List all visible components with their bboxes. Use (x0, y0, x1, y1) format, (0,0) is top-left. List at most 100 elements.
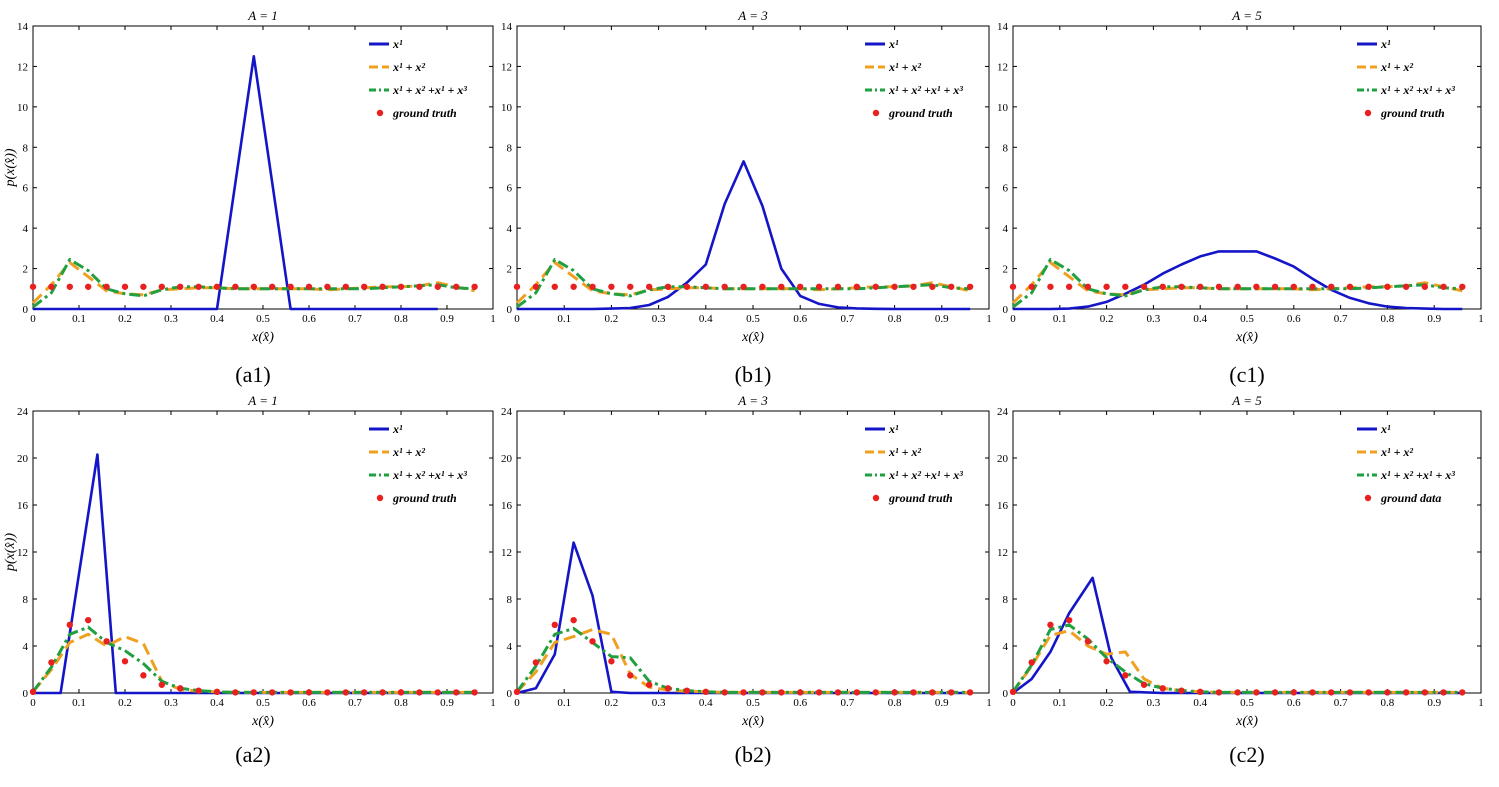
ground-truth-point (778, 283, 785, 290)
ground-truth-point (195, 283, 202, 290)
series-line-2 (31, 261, 475, 304)
series-line-3 (1011, 623, 1463, 694)
ground-truth-point (664, 685, 672, 692)
ground-truth-point (287, 283, 294, 290)
legend-marker (376, 494, 384, 502)
x-tick-label: 0.7 (841, 313, 855, 325)
x-tick-label: 0.4 (210, 697, 224, 709)
ground-truth-point (177, 283, 184, 290)
x-tick-label: 0.3 (652, 313, 666, 325)
ground-truth-point (1009, 283, 1017, 290)
x-tick-label: 0.1 (72, 313, 86, 325)
x-tick-label: 0.2 (1100, 313, 1114, 325)
x-tick-label: 0.9 (440, 697, 454, 709)
ground-truth-point (702, 688, 709, 696)
legend-label: x¹ + x² (1380, 60, 1413, 74)
x-tick-label: 0.7 (348, 313, 362, 325)
x-tick-label: 1 (1478, 313, 1484, 325)
ground-truth-point (966, 283, 974, 290)
legend-label: x¹ + x² +x¹ + x³ (392, 468, 467, 482)
y-tick-label: 24 (501, 406, 513, 418)
ground-truth-point (66, 283, 74, 290)
ground-truth-point (48, 659, 55, 666)
ground-truth-point (232, 689, 239, 696)
legend-label: x¹ + x² (888, 445, 921, 459)
legend-label: ground truth (888, 491, 953, 505)
y-tick-label: 12 (997, 61, 1008, 73)
x-tick-label: 0.5 (746, 697, 760, 709)
legend-label: x¹ + x² (1380, 445, 1413, 459)
ground-truth-point (1065, 616, 1073, 624)
ground-truth-point (1047, 621, 1054, 629)
ground-truth-point (1122, 283, 1129, 290)
ground-truth-point (1402, 283, 1410, 290)
ground-truth-point (815, 689, 823, 696)
legend-label: x¹ + x² +x¹ + x³ (392, 83, 467, 97)
x-tick-label: 0.9 (440, 313, 454, 325)
y-tick-label: 20 (501, 453, 513, 465)
x-axis-label: x(x̂) (1235, 330, 1258, 345)
x-tick-label: 0 (30, 697, 36, 709)
x-tick-label: 0.3 (164, 313, 178, 325)
ground-truth-point (158, 681, 165, 688)
ground-truth-point (103, 283, 110, 290)
legend-label: x¹ (888, 37, 899, 51)
x-tick-label: 0.2 (118, 313, 132, 325)
ground-truth-point (232, 283, 239, 290)
ground-truth-point (664, 283, 672, 290)
ground-truth-point (1290, 283, 1298, 290)
series-line-1 (33, 54, 438, 311)
legend-label: ground truth (888, 106, 953, 120)
legend: x¹ x¹ + x² x¹ + x² +x¹ + x³ ground truth (865, 37, 963, 120)
chart-panel-3: 0 0.1 0.2 0.3 0.4 0.5 0.6 0.7 0.8 0.9 102468101214… (997, 8, 1484, 387)
ground-truth-point (140, 283, 147, 290)
series-line-1 (1012, 576, 1463, 695)
y-tick-label: 14 (501, 21, 513, 33)
legend-label: ground truth (392, 491, 457, 505)
x-tick-label: 0 (30, 313, 36, 325)
x-tick-label: 0.8 (394, 697, 408, 709)
ground-truth-point (195, 687, 202, 694)
ground-truth-point (269, 283, 276, 290)
ground-truth-point (471, 689, 478, 696)
ground-truth-point (683, 283, 691, 290)
ground-truth-point (453, 689, 460, 696)
ground-truth-point (121, 283, 129, 290)
legend-label: x¹ (1380, 37, 1391, 51)
ground-truth-point (85, 283, 92, 290)
ground-truth-point (532, 659, 540, 666)
x-tick-label: 1 (1478, 697, 1484, 709)
ground-truth-point (589, 638, 596, 645)
ground-truth-point (361, 689, 368, 696)
x-tick-label: 0.2 (605, 697, 619, 709)
chart-panel-5: 0 0.1 0.2 0.3 0.4 0.5 0.6 0.7 0.8 0.9 1 0 4 8 12 16 20 24… (501, 393, 992, 767)
y-tick-label: 8 (1003, 594, 1009, 606)
ground-truth-point (1328, 689, 1335, 696)
legend-label: x¹ (888, 422, 899, 436)
legend-marker (376, 109, 384, 117)
y-tick-label: 0 (23, 304, 29, 316)
ground-truth-point (834, 689, 842, 696)
y-tick-label: 20 (17, 453, 29, 465)
series-line-3 (31, 625, 475, 694)
y-tick-label: 24 (17, 406, 29, 418)
x-tick-label: 0.3 (1147, 313, 1161, 325)
ground-truth-point (570, 616, 577, 624)
y-tick-label: 12 (501, 547, 512, 559)
ground-truth-point (1065, 283, 1073, 290)
x-tick-label: 0.7 (1334, 313, 1348, 325)
ground-truth-point (1103, 283, 1110, 290)
x-tick-label: 0.8 (1381, 313, 1395, 325)
ground-truth-point (1140, 681, 1148, 688)
legend-label: x¹ + x² +x¹ + x³ (1380, 83, 1455, 97)
ground-truth-point (608, 283, 615, 290)
ground-truth-point (1159, 283, 1166, 290)
y-tick-label: 4 (507, 641, 513, 653)
ground-truth-point (627, 672, 634, 679)
x-axis-label: x(x̂) (251, 330, 274, 345)
ground-truth-point (645, 283, 653, 290)
ground-truth-point (434, 283, 441, 290)
x-tick-label: 0 (1010, 313, 1016, 325)
y-tick-label: 0 (1003, 304, 1009, 316)
chart-title: A = 1 (247, 8, 277, 23)
